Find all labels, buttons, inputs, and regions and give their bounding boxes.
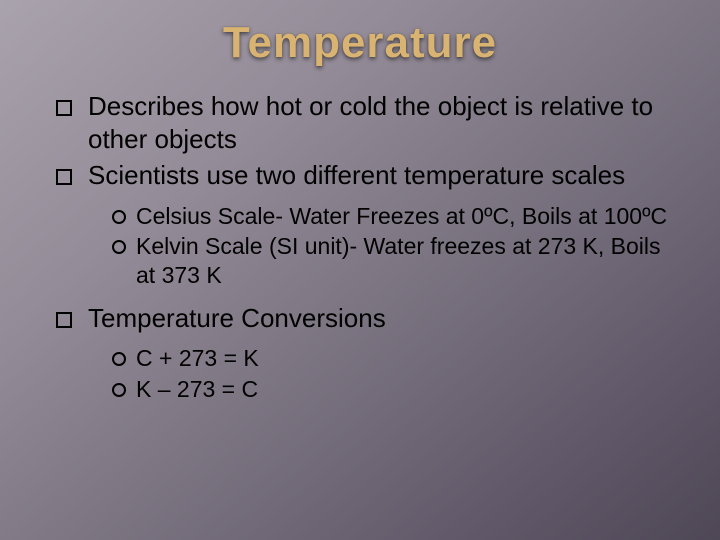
bullet-text: Describes how hot or cold the object is …	[88, 90, 670, 155]
bullet-marker-circle-icon	[112, 240, 126, 254]
bullet-level2: C + 273 = K	[112, 344, 670, 373]
bullet-level1: Scientists use two different temperature…	[56, 159, 670, 192]
bullet-level1: Describes how hot or cold the object is …	[56, 90, 670, 155]
bullet-level2: Kelvin Scale (SI unit)- Water freezes at…	[112, 232, 670, 290]
slide: Temperature Describes how hot or cold th…	[0, 0, 720, 540]
bullet-level1: Temperature Conversions	[56, 302, 670, 335]
bullet-marker-circle-icon	[112, 210, 126, 224]
bullet-text: Scientists use two different temperature…	[88, 159, 625, 192]
bullet-marker-circle-icon	[112, 352, 126, 366]
bullet-level2: K – 273 = C	[112, 375, 670, 404]
bullet-text: Temperature Conversions	[88, 302, 386, 335]
bullet-text: Kelvin Scale (SI unit)- Water freezes at…	[136, 232, 670, 290]
bullet-text: Celsius Scale- Water Freezes at 0ºC, Boi…	[136, 202, 667, 231]
slide-content: Describes how hot or cold the object is …	[40, 90, 680, 404]
slide-title: Temperature	[40, 18, 680, 68]
bullet-text: K – 273 = C	[136, 375, 258, 404]
bullet-marker-square-icon	[56, 169, 72, 185]
bullet-marker-square-icon	[56, 312, 72, 328]
bullet-text: C + 273 = K	[136, 344, 259, 373]
bullet-marker-circle-icon	[112, 383, 126, 397]
bullet-marker-square-icon	[56, 100, 72, 116]
bullet-level2: Celsius Scale- Water Freezes at 0ºC, Boi…	[112, 202, 670, 231]
